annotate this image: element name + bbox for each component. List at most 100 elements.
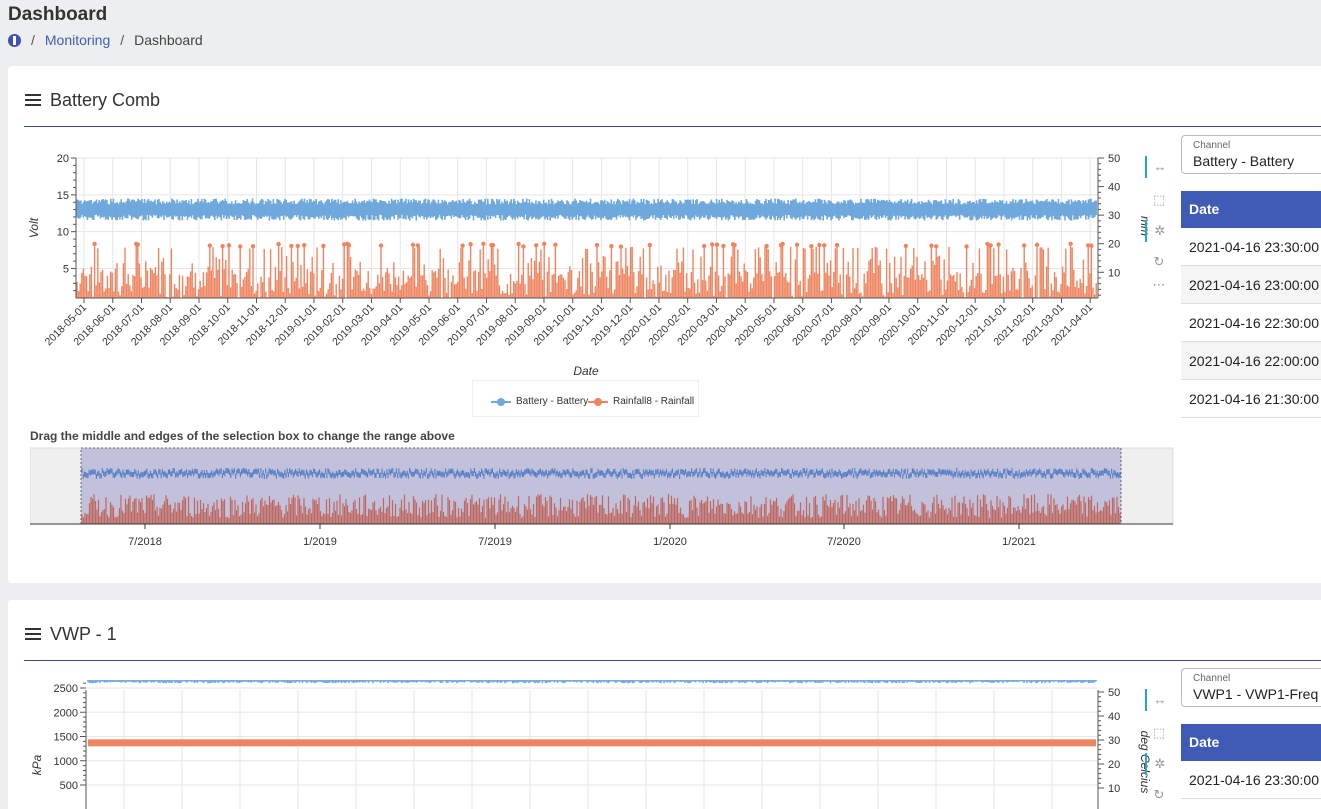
y-tick-label: 2500 bbox=[54, 683, 78, 695]
rainfall-marker bbox=[302, 242, 307, 248]
channel-select[interactable]: Channel VWP1 - VWP1-Freq bbox=[1181, 668, 1321, 707]
channel-select-label: Channel bbox=[1193, 140, 1231, 151]
rainfall-marker bbox=[415, 243, 420, 248]
rainfall-marker bbox=[534, 243, 539, 248]
menu-icon[interactable] bbox=[25, 628, 41, 641]
date-column-header[interactable]: Date bbox=[1181, 724, 1321, 761]
rainfall-marker bbox=[346, 242, 352, 248]
channel-select-value: VWP1 - VWP1-Freq bbox=[1193, 686, 1319, 702]
channel-select-label: Channel bbox=[1193, 673, 1231, 684]
rainfall-marker bbox=[817, 242, 822, 248]
navigator-hint: Drag the middle and edges of the selecti… bbox=[30, 429, 455, 443]
navigator-tick-label: 1/2019 bbox=[303, 536, 337, 548]
rainfall-marker bbox=[934, 244, 939, 249]
y2-tick-label: 30 bbox=[1108, 210, 1120, 222]
table-row[interactable]: 2021-04-16 23:30:00 bbox=[1181, 228, 1321, 266]
rainfall-marker bbox=[207, 243, 212, 248]
wheel-zoom-icon[interactable]: ✲ bbox=[1145, 753, 1173, 775]
chart-toolbar: ↔ ⬚ ✲ ↻ bbox=[1145, 689, 1173, 809]
legend-rainfall[interactable]: Rainfall8 - Rainfall bbox=[613, 396, 695, 407]
box-zoom-icon[interactable]: ⬚ bbox=[1152, 192, 1166, 207]
rainfall-marker bbox=[516, 241, 521, 247]
battery-chart[interactable]: 510152010203040502018-05-012018-06-01201… bbox=[8, 146, 1158, 421]
breadcrumb-separator: / bbox=[31, 32, 35, 48]
table-row[interactable]: 2021-04-16 23:30:00 bbox=[1181, 761, 1321, 799]
y-tick-label: 10 bbox=[57, 227, 69, 239]
channel-select-value: Battery - Battery bbox=[1193, 153, 1295, 169]
rainfall-marker bbox=[289, 243, 294, 249]
rainfall-marker bbox=[732, 242, 737, 248]
reset-icon[interactable]: ↻ bbox=[1153, 787, 1165, 802]
y2-tick-label: 20 bbox=[1108, 239, 1120, 251]
legend-marker-battery bbox=[497, 398, 505, 406]
y-tick-label: 2000 bbox=[54, 707, 78, 719]
rainfall-marker bbox=[238, 244, 243, 249]
table-row[interactable]: 2021-04-16 22:30:00 bbox=[1181, 304, 1321, 342]
card-title: VWP - 1 bbox=[50, 624, 117, 644]
rainfall-marker bbox=[460, 243, 465, 248]
home-icon[interactable] bbox=[8, 33, 21, 47]
pan-icon[interactable]: ↔ bbox=[1145, 156, 1173, 178]
rainfall-marker bbox=[988, 243, 993, 248]
rainfall-marker bbox=[964, 244, 969, 249]
chart-legend: Battery - Battery Rainfall8 - Rainfall bbox=[472, 380, 699, 417]
rainfall-marker bbox=[321, 243, 326, 249]
rainfall-marker bbox=[780, 241, 785, 247]
rainfall-marker bbox=[929, 243, 934, 248]
card-header: VWP - 1 bbox=[24, 600, 1321, 661]
rainfall-marker bbox=[794, 242, 800, 248]
y2-tick-label: 20 bbox=[1108, 759, 1120, 771]
rainfall-marker bbox=[594, 242, 600, 248]
y-tick-label: 5 bbox=[63, 264, 69, 276]
rainfall-marker bbox=[618, 244, 624, 249]
rainfall-marker bbox=[295, 243, 300, 249]
y-axis-label: kPa bbox=[30, 754, 44, 775]
range-navigator[interactable]: 7/2018 1/2019 7/2019 1/2020 7/2020 1/2021 bbox=[30, 446, 1175, 556]
table-row[interactable]: 2021-04-16 21:30:00 bbox=[1181, 380, 1321, 418]
y2-tick-label: 30 bbox=[1108, 735, 1120, 747]
table-row[interactable]: 2021-04-16 23:00:00 bbox=[1181, 266, 1321, 304]
rainfall-marker bbox=[721, 243, 726, 249]
rainfall-marker bbox=[553, 242, 558, 248]
menu-icon[interactable] bbox=[25, 94, 41, 107]
table-row[interactable]: 2021-04-16 22:00:00 bbox=[1181, 342, 1321, 380]
box-zoom-icon[interactable]: ⬚ bbox=[1152, 725, 1166, 740]
legend-marker-rainfall bbox=[594, 398, 602, 406]
rainfall-marker bbox=[822, 243, 827, 248]
rainfall-marker bbox=[378, 243, 384, 248]
y2-tick-label: 40 bbox=[1108, 182, 1120, 194]
rainfall-marker bbox=[490, 242, 496, 248]
pan-icon[interactable]: ↔ bbox=[1145, 689, 1173, 711]
y-axis-label: Volt bbox=[27, 217, 41, 238]
y2-tick-label: 10 bbox=[1108, 267, 1120, 279]
plot-area bbox=[86, 690, 1098, 809]
navigator-tick-label: 7/2020 bbox=[827, 536, 861, 548]
rainfall-marker bbox=[521, 244, 526, 249]
navigator-tick-label: 7/2019 bbox=[478, 536, 512, 548]
navigator-tick-label: 1/2020 bbox=[653, 536, 687, 548]
more-icon[interactable]: ⋯ bbox=[1152, 277, 1166, 292]
rainfall-marker bbox=[714, 242, 720, 247]
channel-select[interactable]: Channel Battery - Battery bbox=[1181, 135, 1321, 174]
card-header: Battery Comb bbox=[24, 66, 1321, 127]
page-title: Dashboard bbox=[8, 4, 108, 25]
reset-icon[interactable]: ↻ bbox=[1153, 254, 1165, 269]
breadcrumb: / Monitoring / Dashboard bbox=[8, 32, 203, 48]
y-tick-label: 1000 bbox=[54, 756, 78, 768]
y-tick-label: 15 bbox=[57, 190, 69, 202]
rainfall-marker bbox=[1022, 243, 1027, 248]
rainfall-marker bbox=[250, 243, 256, 249]
legend-battery[interactable]: Battery - Battery bbox=[516, 396, 589, 407]
breadcrumb-monitoring[interactable]: Monitoring bbox=[44, 32, 111, 48]
rainfall-marker bbox=[996, 242, 1001, 247]
y-tick-label: 1500 bbox=[54, 732, 78, 744]
wheel-zoom-icon[interactable]: ✲ bbox=[1145, 220, 1173, 242]
y2-tick-label: 40 bbox=[1108, 711, 1120, 723]
rainfall-marker bbox=[903, 243, 908, 249]
rainfall-marker bbox=[92, 241, 97, 247]
date-table: Date 2021-04-16 23:30:00 2021-04-16 23:0… bbox=[1181, 191, 1321, 418]
date-column-header[interactable]: Date bbox=[1181, 191, 1321, 228]
rainfall-marker bbox=[764, 243, 769, 249]
navigator-tick-label: 1/2021 bbox=[1002, 536, 1036, 548]
